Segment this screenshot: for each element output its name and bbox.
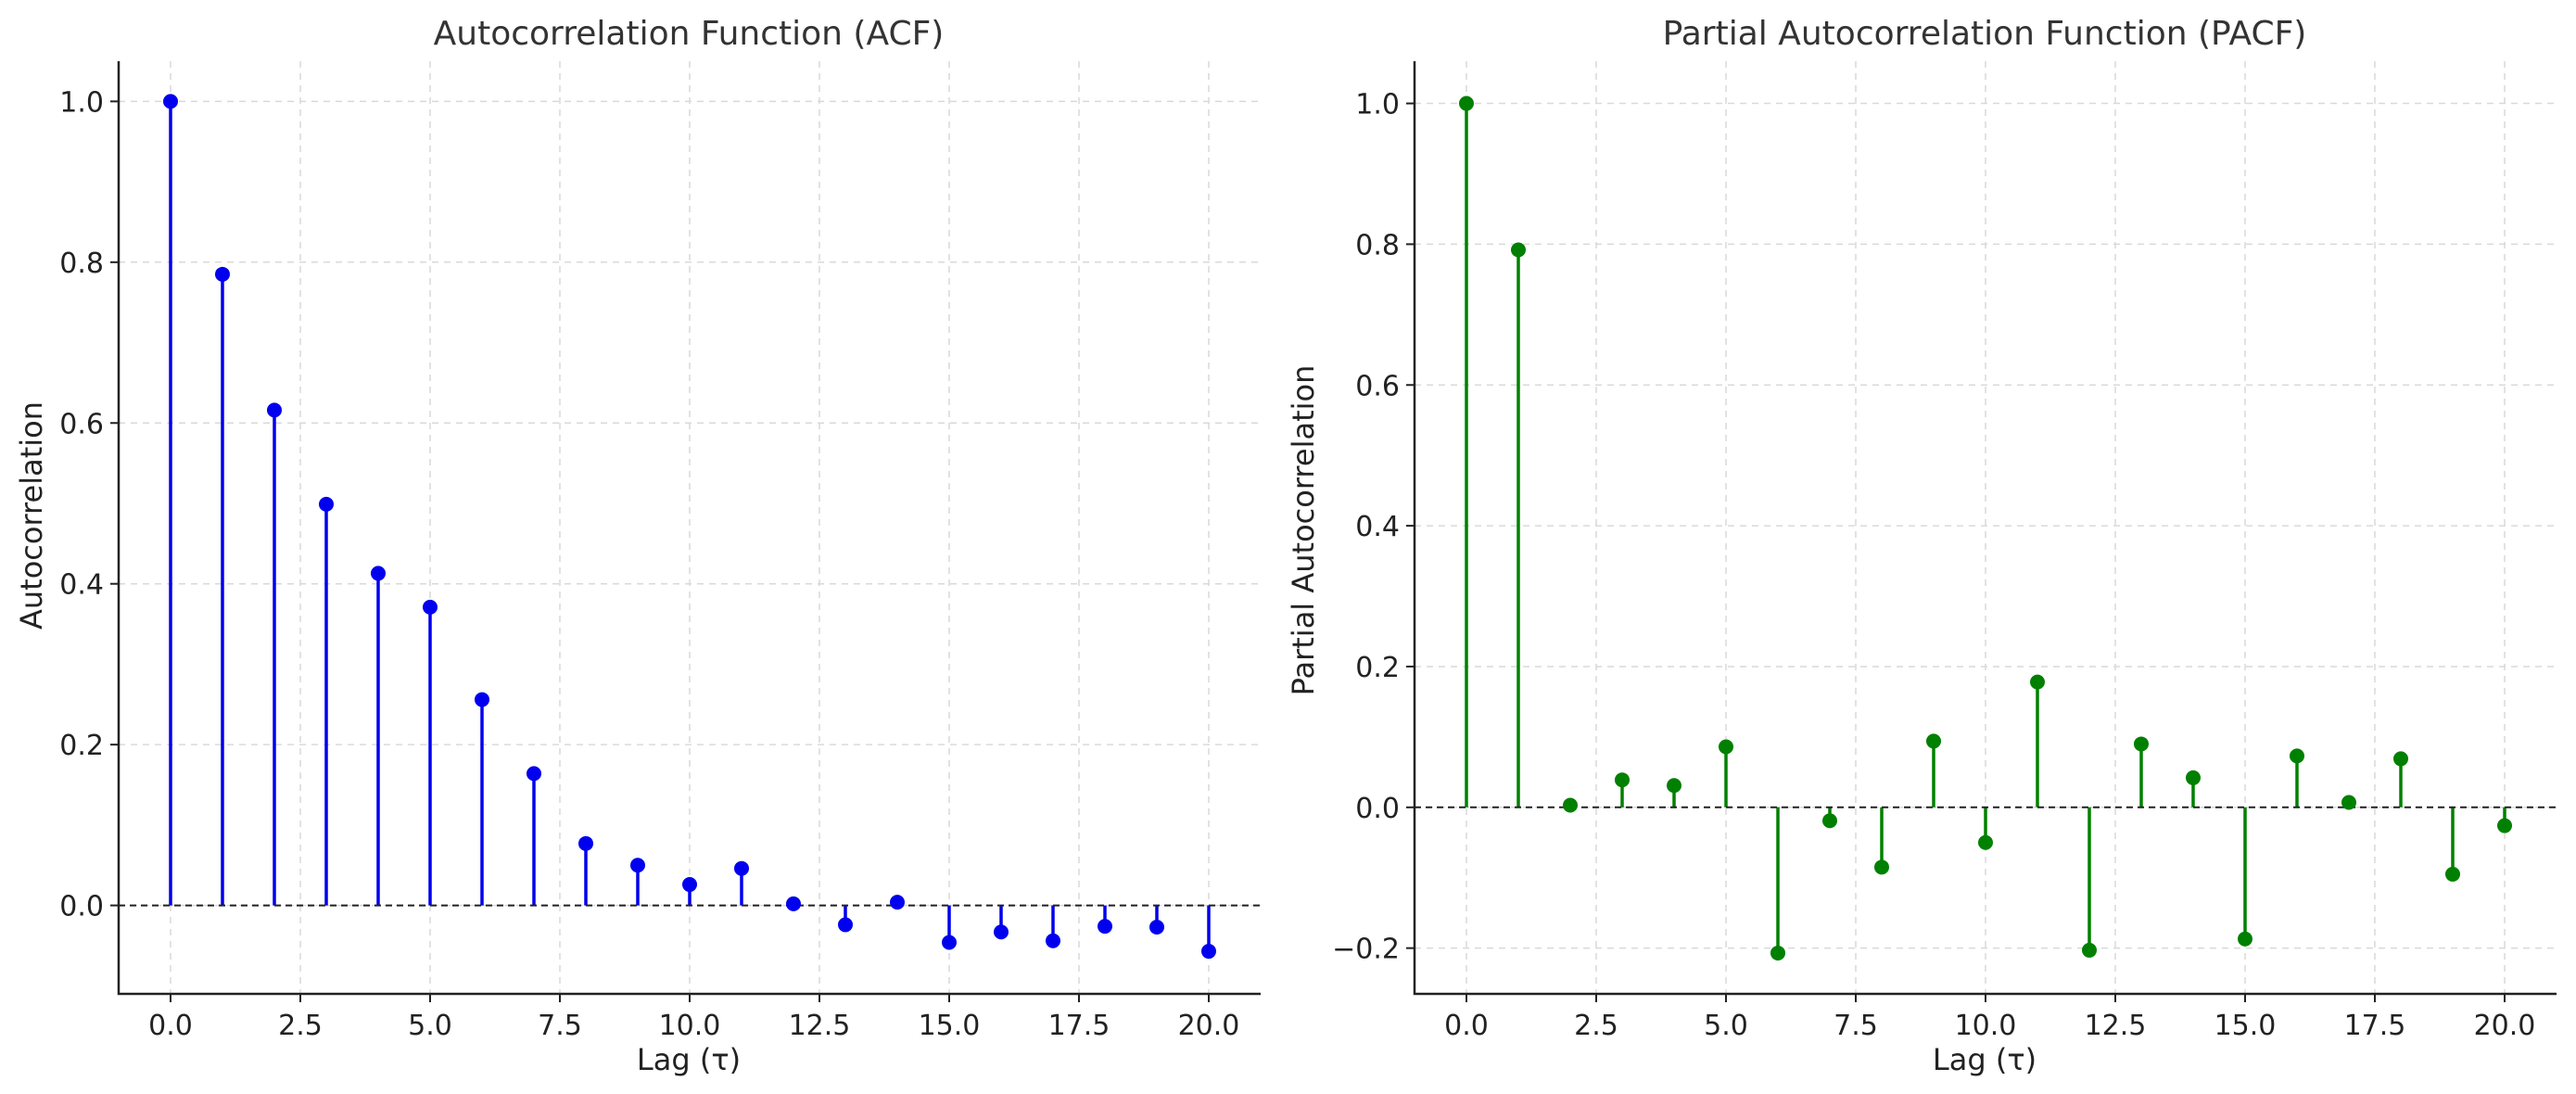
- pacf-marker-lag-3: [1615, 772, 1630, 788]
- acf-marker-lag-20: [1201, 944, 1216, 960]
- pacf-x-tick-label: 17.5: [2344, 1010, 2406, 1042]
- pacf-marker-lag-2: [1563, 797, 1578, 813]
- pacf-marker-lag-6: [1770, 945, 1785, 960]
- pacf-y-axis-label: Partial Autocorrelation: [1286, 365, 1321, 696]
- acf-marker-lag-2: [267, 402, 282, 418]
- acf-marker-lag-11: [734, 860, 749, 876]
- acf-y-tick-label: 0.4: [59, 569, 104, 602]
- acf-y-tick-label: 1.0: [59, 86, 104, 119]
- acf-marker-lag-6: [475, 692, 489, 707]
- acf-y-tick-label: 0.0: [59, 891, 104, 923]
- pacf-marker-lag-5: [1719, 739, 1733, 755]
- pacf-marker-lag-4: [1667, 778, 1681, 794]
- acf-marker-lag-9: [630, 858, 645, 873]
- pacf-marker-lag-7: [1822, 813, 1837, 829]
- pacf-panel: Partial Autocorrelation Function (PACF) …: [1286, 15, 2557, 1077]
- acf-marker-lag-0: [163, 94, 178, 109]
- acf-panel: Autocorrelation Function (ACF) Lag (τ) A…: [14, 15, 1261, 1077]
- acf-marker-lag-17: [1046, 933, 1060, 948]
- pacf-chart-title: Partial Autocorrelation Function (PACF): [1663, 15, 2307, 53]
- pacf-y-tick-label: −0.2: [1332, 934, 1400, 966]
- acf-x-tick-label: 0.0: [148, 1010, 193, 1042]
- acf-y-tick-label: 0.2: [59, 730, 104, 762]
- acf-marker-lag-4: [371, 566, 386, 581]
- pacf-x-tick-label: 10.0: [1955, 1010, 2017, 1042]
- pacf-marker-lag-0: [1459, 95, 1474, 111]
- pacf-marker-lag-13: [2134, 736, 2149, 752]
- acf-x-tick-label: 17.5: [1048, 1010, 1110, 1042]
- acf-marker-lag-12: [786, 896, 801, 911]
- acf-x-axis-label: Lag (τ): [637, 1042, 741, 1077]
- pacf-marker-lag-12: [2082, 942, 2097, 958]
- pacf-y-tick-label: 0.8: [1355, 229, 1400, 261]
- acf-y-axis-label: Autocorrelation: [14, 401, 49, 630]
- pacf-marker-lag-8: [1874, 859, 1889, 875]
- acf-marker-lag-19: [1149, 920, 1164, 935]
- pacf-x-tick-label: 7.5: [1834, 1010, 1878, 1042]
- acf-marker-lag-5: [423, 599, 438, 615]
- pacf-marker-lag-11: [2030, 674, 2045, 690]
- acf-x-tick-label: 7.5: [538, 1010, 582, 1042]
- pacf-x-axis-label: Lag (τ): [1933, 1042, 2037, 1077]
- acf-x-tick-label: 20.0: [1178, 1010, 1240, 1042]
- pacf-marker-lag-18: [2393, 751, 2408, 767]
- pacf-x-tick-label: 0.0: [1444, 1010, 1489, 1042]
- acf-marker-lag-15: [942, 935, 957, 950]
- pacf-marker-lag-17: [2341, 795, 2356, 810]
- acf-marker-lag-10: [682, 877, 697, 893]
- pacf-marker-lag-16: [2290, 748, 2304, 764]
- pacf-x-tick-label: 2.5: [1574, 1010, 1618, 1042]
- pacf-axes-spine: [1413, 61, 2557, 996]
- pacf-y-tick-label: 0.0: [1355, 793, 1400, 825]
- acf-chart-title: Autocorrelation Function (ACF): [434, 15, 945, 53]
- pacf-y-tick-label: 0.6: [1355, 370, 1400, 402]
- acf-marker-lag-7: [527, 766, 541, 782]
- acf-marker-lag-18: [1098, 919, 1112, 935]
- acf-y-tick-label: 0.8: [59, 248, 104, 280]
- acf-x-tick-label: 5.0: [408, 1010, 452, 1042]
- acf-x-tick-label: 12.5: [789, 1010, 851, 1042]
- pacf-y-tick-label: 0.4: [1355, 511, 1400, 543]
- acf-marker-lag-1: [215, 266, 230, 282]
- pacf-marker-lag-20: [2497, 818, 2512, 833]
- acf-y-tick-label: 0.6: [59, 408, 104, 440]
- pacf-x-tick-label: 12.5: [2085, 1010, 2147, 1042]
- acf-marker-lag-8: [578, 835, 593, 851]
- acf-x-tick-label: 10.0: [659, 1010, 721, 1042]
- acf-x-tick-label: 15.0: [919, 1010, 981, 1042]
- pacf-marker-lag-9: [1926, 733, 1941, 749]
- pacf-x-tick-label: 20.0: [2474, 1010, 2536, 1042]
- acf-x-tick-label: 2.5: [278, 1010, 323, 1042]
- pacf-marker-lag-19: [2445, 866, 2460, 882]
- pacf-marker-lag-15: [2238, 931, 2252, 947]
- acf-axes-spine: [117, 61, 1261, 996]
- acf-marker-lag-14: [890, 895, 905, 910]
- acf-marker-lag-16: [994, 924, 1009, 940]
- pacf-y-tick-label: 0.2: [1355, 652, 1400, 684]
- pacf-marker-lag-10: [1978, 834, 1993, 850]
- acf-marker-lag-3: [319, 496, 334, 512]
- pacf-y-tick-label: 1.0: [1355, 89, 1400, 121]
- acf-marker-lag-13: [838, 917, 853, 933]
- pacf-x-tick-label: 5.0: [1704, 1010, 1748, 1042]
- pacf-marker-lag-1: [1511, 242, 1526, 258]
- pacf-marker-lag-14: [2186, 770, 2201, 785]
- pacf-x-tick-label: 15.0: [2214, 1010, 2277, 1042]
